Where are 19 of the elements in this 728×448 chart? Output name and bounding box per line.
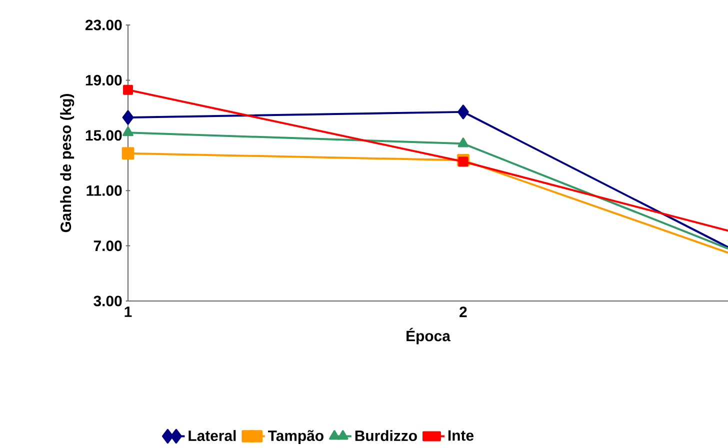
y-tick-label: 15.00 [86, 130, 122, 141]
y-tick-label: 19.00 [86, 74, 122, 86]
point [457, 104, 469, 120]
point [122, 110, 134, 125]
x-tick-label: 1 [124, 306, 132, 317]
y-tick-label: 3.00 [94, 296, 122, 306]
legend-label: Burdizzo [355, 430, 417, 442]
y-tick-label: 23.00 [85, 20, 122, 30]
point [122, 147, 134, 160]
point [123, 84, 133, 95]
legend-label: Tampão [268, 430, 324, 444]
point [458, 156, 468, 167]
y-tick-label: 11.00 [86, 185, 122, 196]
legend-label: Lateral [188, 430, 236, 442]
y-tick-label: 7.00 [94, 240, 122, 252]
legend-label: Inte [448, 430, 474, 441]
x-axis-title: Época [406, 328, 451, 344]
y-axis-title: Ganho de peso (kg) [60, 94, 74, 232]
x-tick-label: 2 [460, 306, 467, 318]
